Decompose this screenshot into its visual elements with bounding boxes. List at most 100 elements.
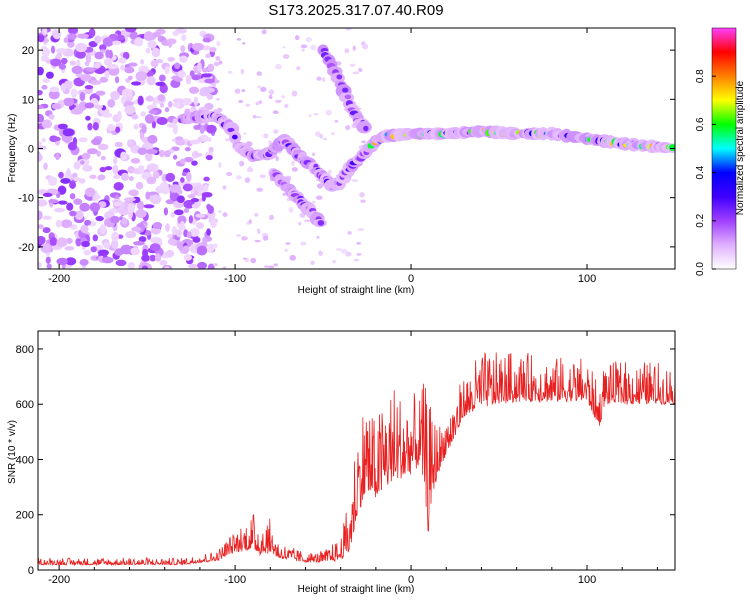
spectrogram-cell [52,136,61,142]
spectrogram-cell [296,66,301,71]
spectrogram-cell [173,77,183,82]
spectrogram-cell [347,231,352,235]
spectrogram-cell [282,192,286,196]
spectrogram-cell [186,231,192,239]
spectrogram-cell [125,28,137,33]
spectrogram-cell [95,215,104,222]
spectrogram-cell [240,68,244,75]
spectrogram-cell [146,176,157,185]
spectrogram-cell [43,162,48,171]
spectrogram-cell [311,152,316,157]
spectrogram-cell [125,230,137,239]
spectrogram-cell [174,62,181,70]
spectrogram-cell [151,47,161,58]
spectrogram-cell [217,107,223,113]
spectrogram-cell [188,86,200,94]
spectrogram-cell [120,96,126,105]
spectrogram-cell [138,236,147,243]
spectrogram-cell [85,115,91,121]
spectrogram-cell [250,257,257,264]
spectrogram-cell [215,56,221,61]
spectrogram-cell [349,63,356,67]
spectrogram-cell [207,137,212,142]
spectrogram-cell [89,202,101,213]
spectrogram-cell [77,33,90,39]
spectrogram-cell [152,97,157,107]
spectrogram-cell [310,44,317,51]
snr-x-tick-label: -200 [48,574,70,586]
spectrogram-cell [159,259,168,266]
spectrogram-cell [41,137,46,143]
spectrogram-cell [182,183,193,192]
spectrogram-cell [140,59,145,65]
spectrogram-cell [158,74,166,82]
spectrogram-cell [236,38,242,41]
spectrogram-cell [42,192,53,198]
spectrogram-cell [88,28,96,38]
spectrogram-cell [41,119,53,129]
spectrogram-cell [90,246,97,253]
spectrogram-cell [360,199,366,203]
spectrogram-cell [63,37,69,43]
spectrogram-cell [159,102,165,108]
spectrogram-cell [207,263,215,269]
spectrogram-cell [107,123,116,132]
spectrogram-cell [154,253,162,262]
spectrogram-cell [56,257,68,266]
spectrogram-cell [195,213,206,218]
spectrogram-cell [262,235,269,241]
spectrogram-cell [141,254,150,262]
spectrogram-cell [225,171,233,177]
spectrogram-cell [205,53,212,59]
spectrogram-cell [332,259,337,264]
colorbar-ticks: 0.0 0.2 0.4 0.6 0.8 [695,69,716,276]
spectrogram-cell [216,40,221,47]
spectrogram-cell [79,259,89,266]
spectrogram-cell [356,252,362,256]
spectrogram-cell [282,54,290,59]
spectrogram-cell [48,114,55,120]
snr-y-tick-label: 200 [16,510,34,522]
spectrogram-y-tick-label: 0 [28,144,34,156]
spectrogram-cell [260,86,267,92]
spectrogram-cell [54,207,66,213]
spectrogram-cell [65,257,77,266]
spectrogram-cell [257,85,261,88]
spectrogram-cell [113,174,121,180]
snr-x-tick-label: 100 [578,574,596,586]
spectrogram-cell [92,122,99,131]
spectrogram-cell [78,137,88,143]
spectrogram-cell [80,224,89,234]
colorbar-tick-label: 0.0 [695,262,706,276]
spectrogram-cell [319,133,324,139]
spectrogram-cell [263,265,270,268]
spectrogram-cell [205,154,213,161]
spectrogram-cell [38,235,46,245]
spectrogram-cell [202,87,215,94]
spectrogram-cell [203,184,209,193]
spectrogram-cell [127,261,135,269]
spectrogram-cell [187,194,196,199]
spectrogram-cell [239,160,245,167]
spectrogram-cell [130,247,140,256]
spectrogram-cell [84,61,90,67]
spectrogram-cell [175,229,182,238]
spectrogram-cell [51,103,62,110]
spectrogram-cell [242,257,247,260]
spectrogram-cell [159,182,169,190]
spectrogram-cell [103,241,111,249]
spectrogram-y-tick-label: -20 [18,242,34,254]
spectrogram-cell [238,99,244,103]
spectrogram-cell [45,256,51,264]
spectrogram-cell [120,172,129,181]
spectrogram-cell [212,263,218,267]
spectrogram-cell [194,184,203,192]
snr-y-label: SNR (10 * v/v) [7,420,18,484]
spectrogram-cell [268,94,273,100]
spectrogram-cell [131,81,142,86]
spectrogram-cell [177,215,187,225]
spectrogram-cell [206,93,213,100]
spectrogram-cell [105,49,111,59]
spectrogram-cell [357,228,365,231]
